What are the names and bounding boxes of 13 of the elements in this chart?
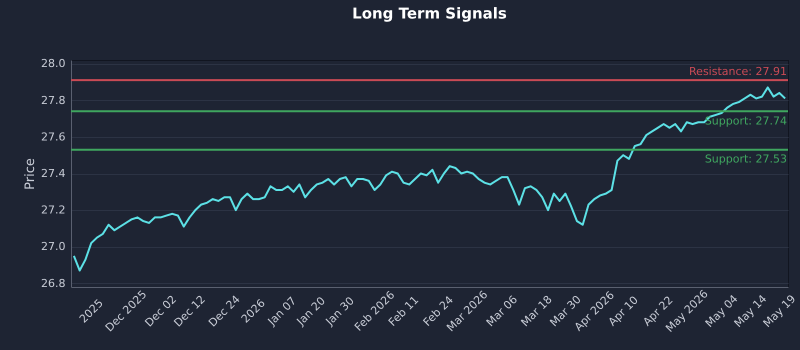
ref-line-label: Support: 27.53 (704, 152, 787, 166)
chart-title: Long Term Signals (352, 4, 507, 23)
y-axis-title: Price (23, 158, 38, 190)
ref-line-label: Support: 27.74 (704, 114, 787, 128)
y-tick-label: 27.6 (41, 130, 66, 144)
y-tick-label: 27.0 (41, 240, 66, 254)
y-tick-label: 26.8 (41, 276, 66, 290)
y-tick-label: 28.0 (41, 57, 66, 70)
y-tick-label: 27.2 (41, 204, 66, 217)
y-tick-label: 27.8 (41, 94, 66, 107)
y-tick-label: 27.4 (41, 167, 66, 180)
line-series (72, 86, 786, 272)
ref-line-label: Resistance: 27.91 (689, 65, 787, 78)
